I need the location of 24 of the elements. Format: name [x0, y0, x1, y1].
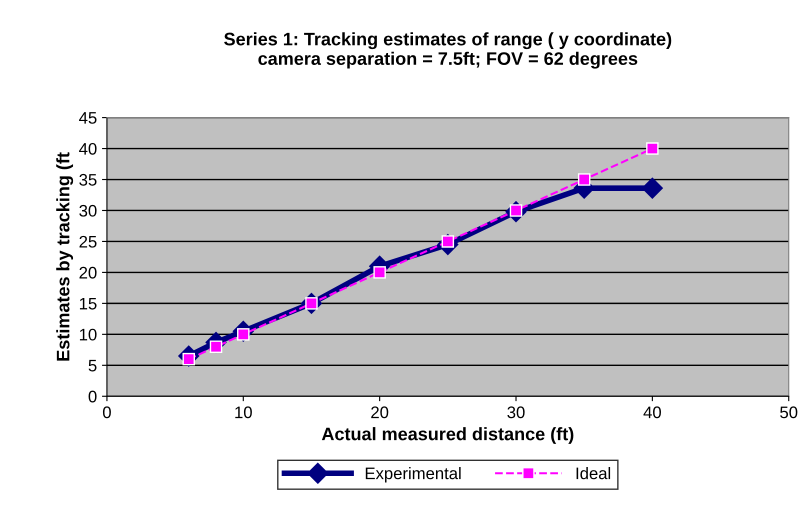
- x-axis-title: Actual measured distance (ft): [322, 427, 574, 444]
- y-tick-label: 35: [79, 174, 97, 186]
- x-tick-label: 0: [102, 406, 111, 418]
- x-tick-label: 10: [235, 406, 252, 418]
- x-tick-label: 50: [780, 406, 798, 418]
- x-tick-label: 20: [371, 406, 388, 418]
- y-tick-label: 0: [88, 390, 97, 402]
- point: [646, 142, 659, 155]
- y-tick-label: 20: [80, 266, 97, 279]
- y-tick-label: 40: [79, 142, 97, 155]
- y-tick-label: 10: [80, 328, 97, 341]
- point: [578, 173, 590, 186]
- y-axis-title: Estimates by tracking (ft: [56, 152, 74, 361]
- y-tick-label: 25: [80, 236, 97, 248]
- x-tick-label: 40: [643, 406, 661, 418]
- legend-label: Experimental: [366, 467, 461, 483]
- legend-label: Ideal: [576, 467, 610, 480]
- y-tick-label: 30: [79, 204, 97, 217]
- y-tick-label: 45: [79, 112, 97, 124]
- x-tick-label: 30: [507, 406, 525, 418]
- point: [373, 266, 386, 279]
- y-tick-label: 15: [80, 298, 97, 310]
- y-tick-label: 5: [88, 360, 97, 372]
- chart-title: Series 1: Tracking estimates of range ( y coordinate) camera separation = 7.5ft; FOV = 62 degrees: [224, 32, 672, 69]
